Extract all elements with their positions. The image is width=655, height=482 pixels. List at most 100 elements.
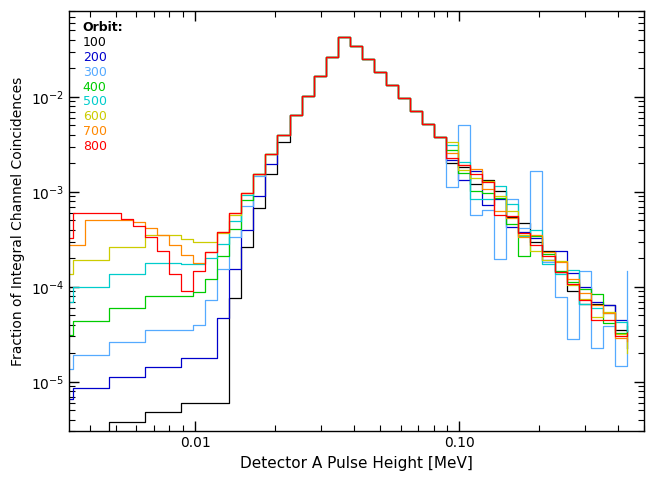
100 — [57, 442, 65, 448]
800 — [587, 318, 595, 323]
800 — [563, 281, 571, 287]
700 — [297, 93, 305, 98]
100 — [45, 442, 52, 448]
100 — [105, 419, 113, 425]
700 — [45, 242, 52, 248]
500 — [129, 271, 137, 277]
200 — [214, 315, 221, 321]
400 — [45, 332, 52, 338]
300 — [442, 184, 450, 189]
200 — [623, 328, 631, 334]
600 — [346, 43, 354, 49]
700 — [189, 260, 197, 266]
Line: 600: 600 — [37, 37, 627, 353]
200 — [599, 302, 607, 308]
600 — [286, 112, 293, 118]
800 — [153, 248, 161, 254]
400 — [225, 226, 233, 232]
800 — [394, 95, 402, 101]
200 — [346, 43, 354, 49]
400 — [466, 188, 474, 194]
800 — [189, 268, 197, 274]
700 — [563, 276, 571, 282]
500 — [491, 183, 498, 189]
600 — [310, 73, 318, 79]
200 — [45, 397, 52, 402]
100 — [538, 248, 546, 254]
200 — [141, 364, 149, 370]
100 — [563, 288, 571, 294]
600 — [538, 257, 546, 263]
300 — [358, 56, 365, 62]
800 — [214, 229, 221, 235]
Line: 500: 500 — [37, 37, 627, 331]
700 — [430, 134, 438, 140]
Line: 800: 800 — [37, 37, 627, 336]
700 — [33, 242, 41, 248]
300 — [45, 366, 52, 372]
700 — [165, 242, 173, 248]
600 — [514, 232, 522, 238]
300 — [322, 54, 329, 60]
800 — [466, 171, 474, 177]
300 — [261, 151, 269, 157]
400 — [310, 73, 318, 79]
100 — [261, 171, 269, 176]
200 — [478, 202, 486, 208]
Y-axis label: Fraction of Integral Channel Coincidences: Fraction of Integral Channel Coincidence… — [11, 77, 25, 366]
400 — [117, 305, 125, 310]
700 — [81, 217, 88, 223]
700 — [478, 186, 486, 192]
500 — [358, 56, 365, 62]
700 — [346, 43, 354, 49]
400 — [250, 171, 257, 176]
100 — [611, 328, 619, 334]
100 — [527, 240, 534, 245]
200 — [502, 224, 510, 230]
300 — [394, 95, 402, 101]
300 — [214, 266, 221, 272]
100 — [250, 205, 257, 211]
300 — [587, 345, 595, 350]
500 — [33, 299, 41, 305]
500 — [370, 69, 378, 75]
400 — [563, 279, 571, 285]
Line: 400: 400 — [37, 37, 627, 335]
800 — [442, 155, 450, 161]
200 — [117, 374, 125, 380]
100 — [286, 112, 293, 118]
Legend: Orbit:, 100, 200, 300, 400, 500, 600, 700, 800: Orbit:, 100, 200, 300, 400, 500, 600, 70… — [75, 17, 127, 157]
600 — [141, 232, 149, 238]
100 — [406, 108, 414, 114]
600 — [623, 350, 631, 356]
200 — [153, 364, 161, 370]
600 — [45, 271, 52, 277]
700 — [57, 242, 65, 248]
500 — [623, 328, 631, 334]
100 — [442, 160, 450, 166]
100 — [502, 214, 510, 220]
500 — [261, 151, 269, 157]
800 — [599, 318, 607, 323]
400 — [93, 318, 101, 324]
300 — [478, 207, 486, 213]
100 — [225, 295, 233, 301]
400 — [574, 286, 582, 292]
400 — [491, 195, 498, 201]
700 — [394, 95, 402, 101]
300 — [81, 352, 88, 358]
400 — [322, 54, 329, 60]
300 — [563, 336, 571, 342]
400 — [165, 293, 173, 299]
200 — [587, 299, 595, 305]
500 — [274, 132, 282, 137]
100 — [93, 430, 101, 436]
800 — [105, 210, 113, 216]
700 — [225, 210, 233, 215]
800 — [310, 73, 318, 79]
400 — [382, 82, 390, 88]
500 — [442, 143, 450, 148]
400 — [418, 121, 426, 127]
700 — [201, 249, 209, 254]
500 — [346, 43, 354, 49]
